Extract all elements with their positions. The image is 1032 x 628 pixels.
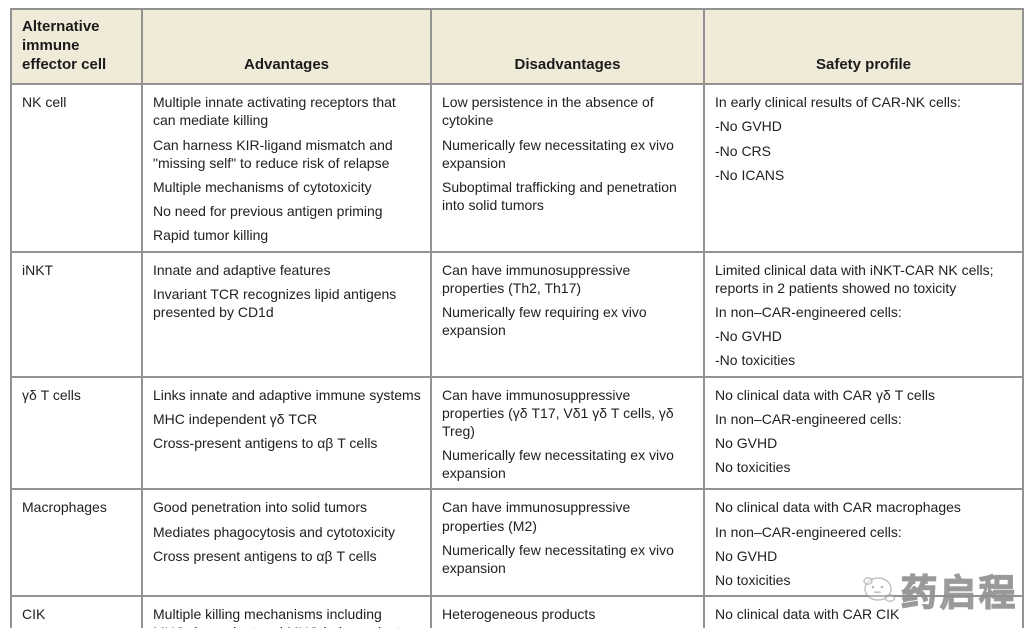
cell-text: Low persistence in the absence of cytoki…	[442, 94, 654, 129]
cell-text: Invariant TCR recognizes lipid antigens …	[153, 285, 397, 320]
disadvantages-cell: Can have immunosuppressive properties (M…	[430, 488, 705, 598]
cell-text: Multiple innate activating receptors tha…	[153, 94, 396, 129]
advantages-cell: Multiple innate activating receptors tha…	[141, 83, 432, 253]
cell-text: Multiple killing mechanisms including MH…	[153, 606, 400, 628]
cell-text: -No CRS	[715, 142, 772, 159]
cell-text: In non–CAR-engineered cells:	[715, 410, 902, 427]
table-row: iNKT Innate and adaptive features Invarian…	[10, 250, 1024, 378]
table-header: Alternative immune effector cell Advanta…	[10, 7, 1024, 86]
cell-text: Cross-present antigens to αβ T cells	[153, 434, 378, 451]
table-row: γδ T cells Links innate and adaptive immu…	[10, 375, 1024, 491]
table-row: Macrophages Good penetration into solid t…	[10, 488, 1024, 598]
cell-text: In non–CAR-engineered cells:	[715, 523, 902, 540]
disadvantages-cell: Low persistence in the absence of cytoki…	[430, 83, 705, 253]
cell-text: Numerically few requiring ex vivo expans…	[442, 303, 647, 339]
cell-text: No toxicities	[715, 459, 791, 476]
cell-text: -No GVHD	[715, 328, 782, 345]
cell-text: -No toxicities	[715, 352, 796, 369]
cell-text: Good penetration into solid tumors	[153, 499, 368, 516]
table-row: CIK Multiple killing mechanisms including…	[10, 595, 1024, 628]
cell-text: In early clinical results of CAR-NK cell…	[715, 94, 961, 111]
cell-text: -No ICANS	[715, 166, 785, 183]
cell-name: NK cell	[10, 83, 143, 253]
cell-text: Numerically few necessitating ex vivo ex…	[442, 541, 674, 576]
cell-text: No clinical data with CAR macrophages	[715, 499, 961, 516]
cell-text: -No GVHD	[715, 118, 782, 135]
cell-text: Can have immunosuppressive properties (M…	[442, 499, 631, 534]
header-row: Alternative immune effector cell Advanta…	[10, 7, 1024, 86]
header-disadvantages: Disadvantages	[430, 7, 705, 86]
cell-text: γδ T cells	[22, 386, 81, 403]
safety-cell: No clinical data with CAR CIKIn non–CAR-…	[703, 595, 1024, 628]
cell-text: Limited clinical data with iNKT-CAR NK c…	[715, 261, 994, 296]
cell-text: MHC independent γδ TCR	[153, 410, 318, 427]
cell-text: No GVHD	[715, 547, 778, 564]
cell-text: Suboptimal trafficking and penetration i…	[442, 179, 677, 214]
advantages-cell: Links innate and adaptive immune systems…	[141, 375, 432, 491]
cell-text: Can have immunosuppressive properties (γ…	[442, 386, 674, 439]
disadvantages-cell: Can have immunosuppressive properties (γ…	[430, 375, 705, 491]
cell-text: Innate and adaptive features	[153, 261, 331, 278]
cell-text: No clinical data with CAR CIK	[715, 606, 900, 623]
cell-text: Rapid tumor killing	[153, 227, 269, 244]
cell-text: No clinical data with CAR γδ T cells	[715, 386, 935, 403]
safety-cell: Limited clinical data with iNKT-CAR NK c…	[703, 250, 1024, 378]
header-advantages: Advantages	[141, 7, 432, 86]
cell-text: Heterogeneous products	[442, 606, 596, 623]
safety-cell: No clinical data with CAR macrophages In …	[703, 488, 1024, 598]
advantages-cell: Good penetration into solid tumors Mediat…	[141, 488, 432, 598]
cell-text: No need for previous antigen priming	[153, 203, 383, 220]
disadvantages-cell: Heterogeneous productsNumerically few ne…	[430, 595, 705, 628]
cell-text: NK cell	[22, 94, 67, 111]
cell-name: Macrophages	[10, 488, 143, 598]
cell-text: CIK	[22, 606, 46, 623]
disadvantages-cell: Can have immunosuppressive properties (T…	[430, 250, 705, 378]
table-row: NK cell Multiple innate activating recept…	[10, 83, 1024, 253]
cell-text: No toxicities	[715, 572, 791, 588]
cell-text: Numerically few necessitating ex vivo ex…	[442, 447, 674, 482]
cell-text: Links innate and adaptive immune systems	[153, 386, 421, 403]
cell-name: CIK	[10, 595, 143, 628]
cell-text: Macrophages	[22, 499, 107, 516]
table-body: NK cell Multiple innate activating recept…	[10, 83, 1024, 628]
advantages-cell: Multiple killing mechanisms including MH…	[141, 595, 432, 628]
cell-text: iNKT	[22, 261, 54, 278]
cell-text: Can have immunosuppressive properties (T…	[442, 261, 631, 296]
cell-text: Mediates phagocytosis and cytotoxicity	[153, 523, 396, 540]
header-cell-type: Alternative immune effector cell	[10, 7, 143, 86]
header-safety-profile: Safety profile	[703, 7, 1024, 86]
cell-text: In non–CAR-engineered cells:	[715, 303, 902, 320]
safety-cell: No clinical data with CAR γδ T cells In n…	[703, 375, 1024, 491]
cell-text: No GVHD	[715, 434, 778, 451]
cell-text: Numerically few necessitating ex vivo ex…	[442, 136, 674, 171]
safety-cell: In early clinical results of CAR-NK cell…	[703, 83, 1024, 253]
immune-effector-comparison-table: Alternative immune effector cell Advanta…	[10, 7, 1024, 628]
cell-name: iNKT	[10, 250, 143, 378]
cell-name: γδ T cells	[10, 375, 143, 491]
cell-text: Multiple mechanisms of cytotoxicity	[153, 179, 372, 195]
cell-text: Cross present antigens to αβ T cells	[153, 547, 377, 564]
advantages-cell: Innate and adaptive features Invariant TC…	[141, 250, 432, 378]
cell-text: Can harness KIR-ligand mismatch and "mis…	[153, 136, 393, 171]
